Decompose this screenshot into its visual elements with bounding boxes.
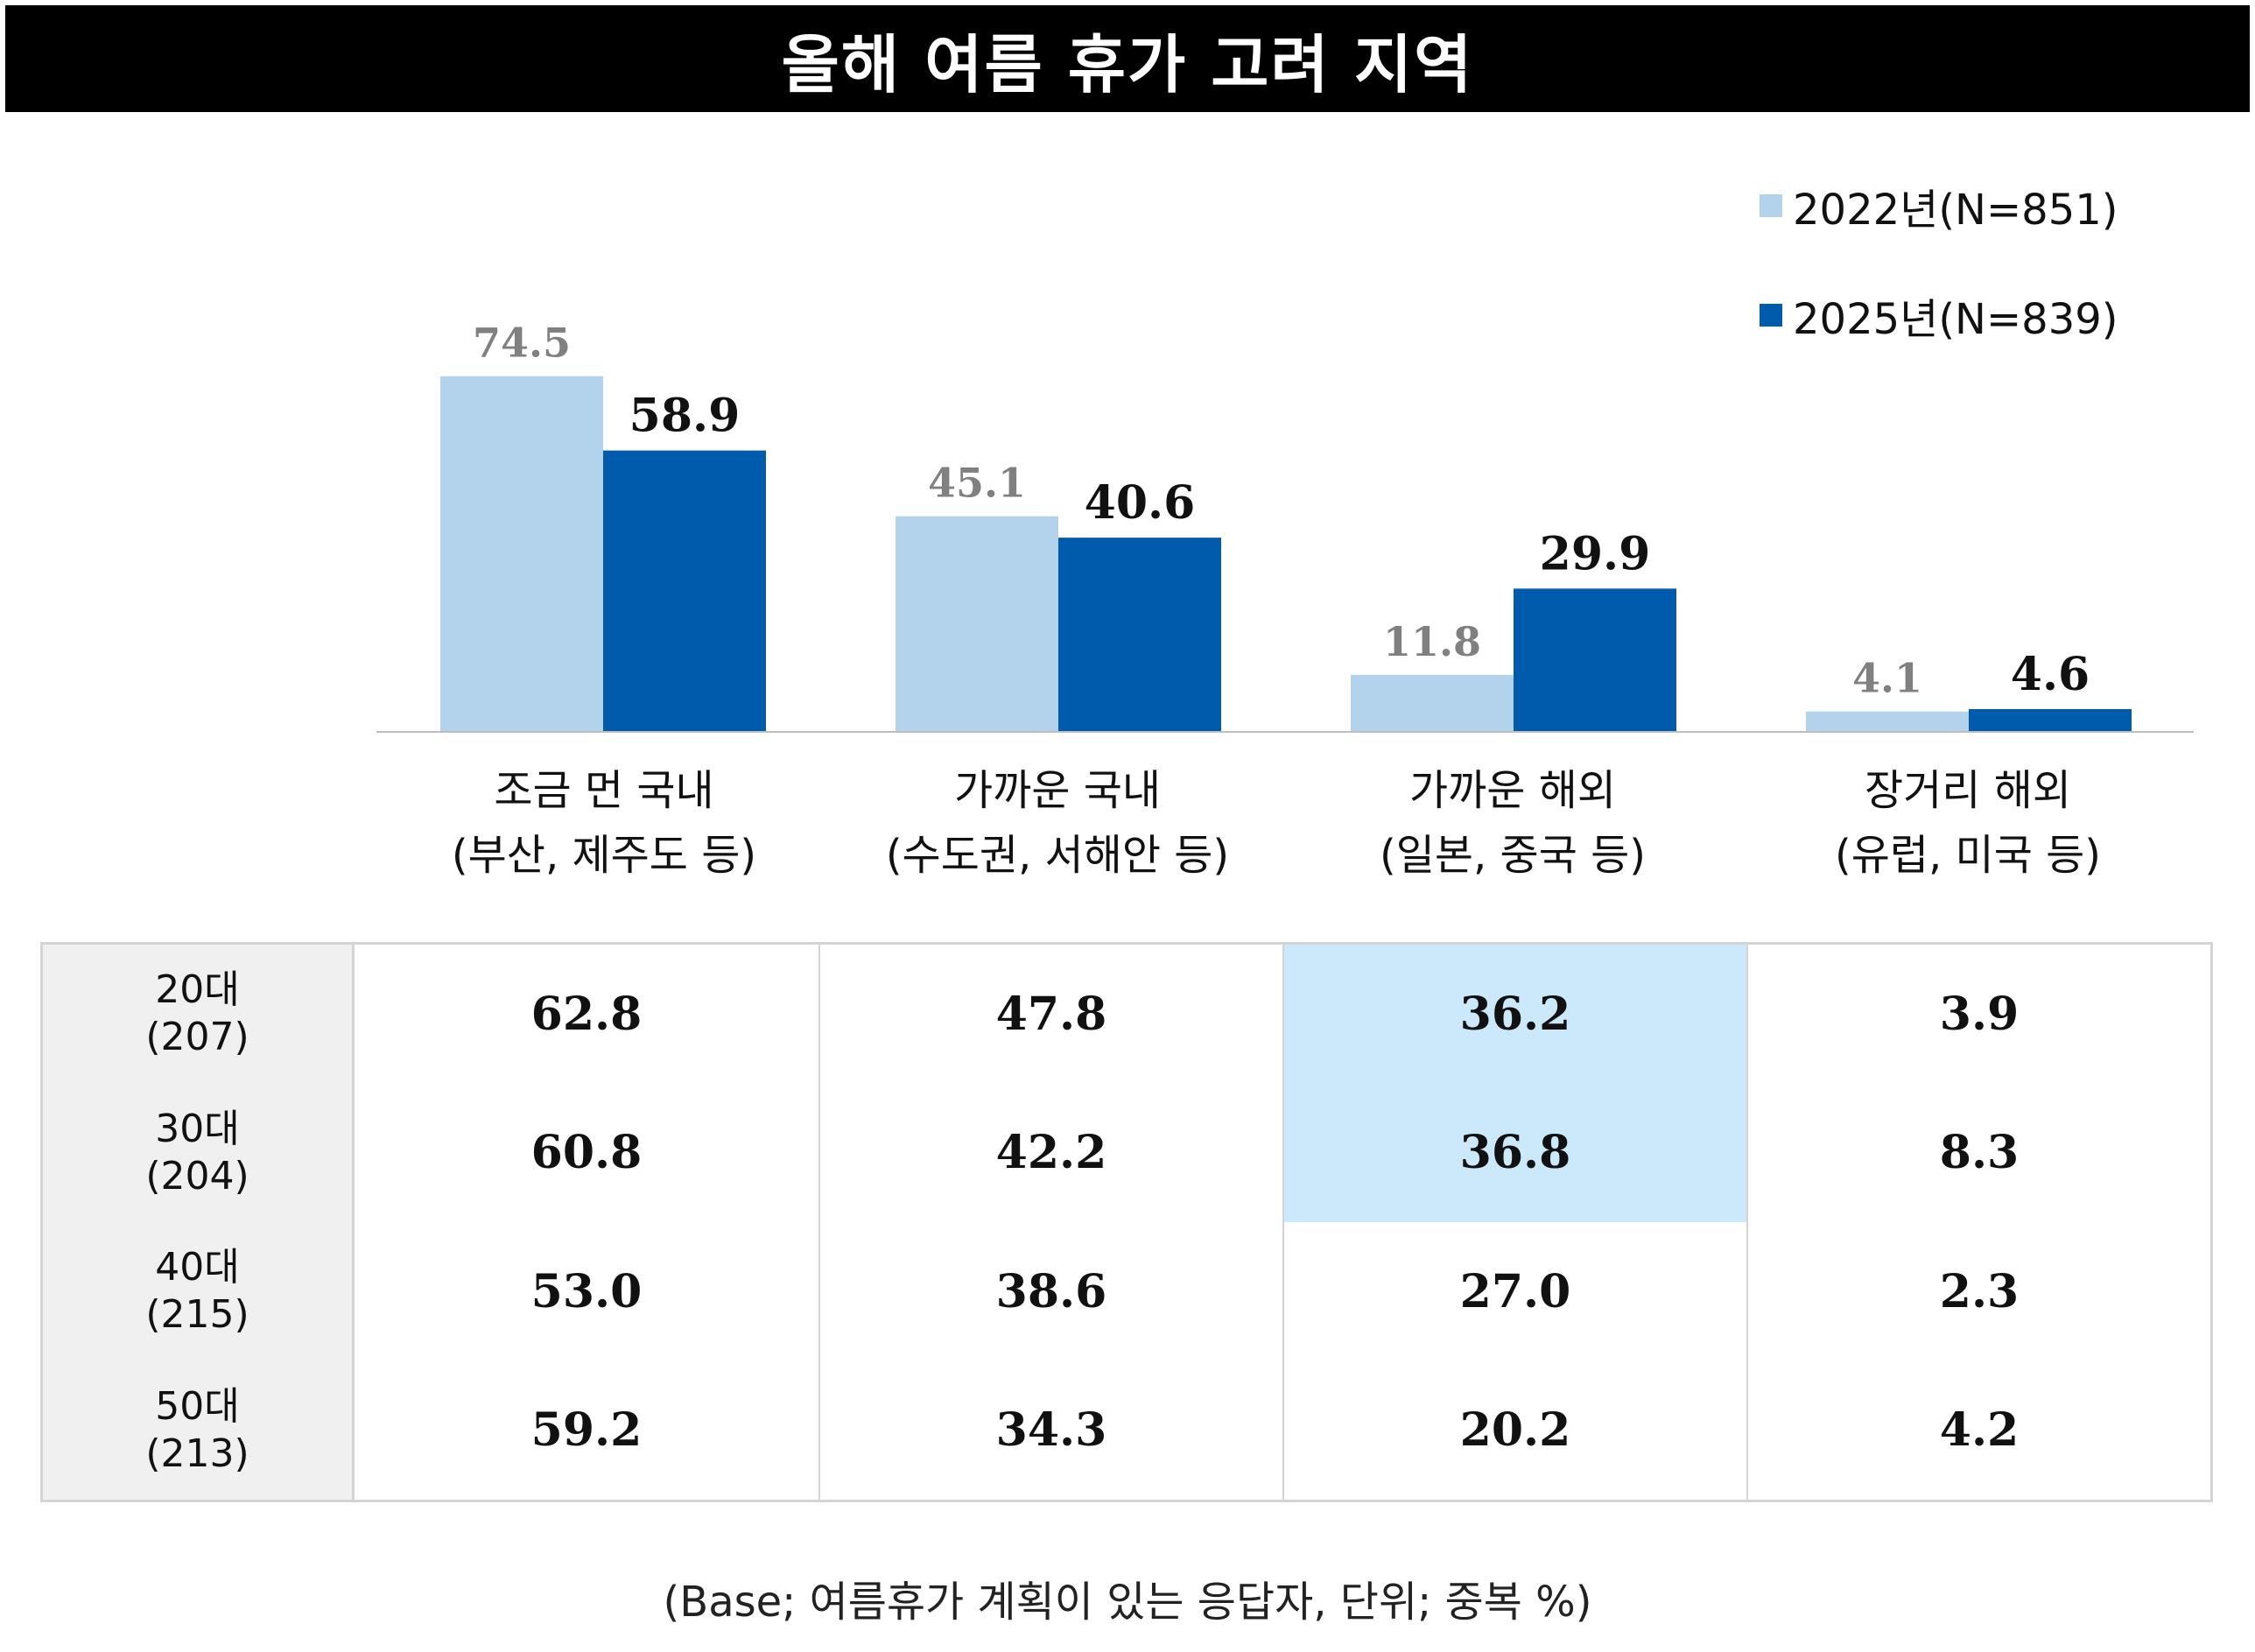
sample-size: (215) — [145, 1292, 249, 1338]
legend-item-2025: 2025년(N=839) — [1760, 289, 2118, 344]
category-name: 가까운 국내 — [953, 766, 1162, 815]
row-header-30s: 30대 (204) — [43, 1083, 355, 1222]
legend: 2022년(N=851) 2025년(N=839) — [1760, 179, 2118, 398]
table-cell: 20.2 — [1282, 1360, 1746, 1500]
age-group: 30대 — [155, 1106, 240, 1151]
category-name: 장거리 해외 — [1864, 766, 2072, 815]
legend-label-2022: 2022년(N=851) — [1793, 186, 2118, 235]
age-group-table: 20대 (207) 62.8 47.8 36.2 3.9 30대 (204) 60.… — [40, 942, 2213, 1502]
bar-2022-cat-0 — [440, 376, 603, 731]
bar-2025-cat-0 — [603, 450, 766, 731]
sample-size: (213) — [145, 1431, 249, 1476]
data-label-2022-cat-2: 11.8 — [1383, 618, 1481, 665]
data-label-2025-cat-0: 58.9 — [629, 390, 741, 443]
table-cell: 3.9 — [1746, 945, 2210, 1084]
legend-label-2025: 2025년(N=839) — [1793, 295, 2118, 344]
category-examples: (유럽, 미국 등) — [1834, 831, 2102, 880]
sample-size: (204) — [145, 1153, 249, 1199]
table-cell: 59.2 — [530, 1403, 643, 1458]
table-cell: 47.8 — [818, 945, 1282, 1084]
bar-2025-cat-2 — [1514, 588, 1676, 731]
table-cell: 34.3 — [818, 1360, 1282, 1500]
sample-size: (207) — [145, 1015, 249, 1060]
table-cell: 2.3 — [1746, 1222, 2210, 1361]
bar-2022-cat-3 — [1806, 711, 1969, 731]
category-name: 조금 먼 국내 — [494, 766, 714, 815]
table-cell: 60.8 — [530, 1126, 643, 1180]
bar-2025-cat-1 — [1058, 538, 1221, 731]
age-group: 50대 — [155, 1383, 240, 1429]
category-label-3: 장거리 해외 (유럽, 미국 등) — [1758, 758, 2178, 888]
table-cell-highlight: 36.2 — [1282, 945, 1746, 1084]
table-cell: 42.2 — [818, 1083, 1282, 1222]
table-cell: 53.0 — [530, 1264, 643, 1318]
table-cell-highlight: 36.8 — [1282, 1083, 1746, 1222]
category-label-1: 가까운 국내 (수도권, 서해안 등) — [847, 758, 1268, 888]
category-label-2: 가까운 해외 (일본, 중국 등) — [1303, 758, 1723, 888]
bar-chart: 74.5 45.1 11.8 4.1 58.9 40.6 29.9 4.6 — [376, 320, 2194, 733]
legend-swatch-2025 — [1760, 304, 1782, 327]
bar-2025-cat-3 — [1969, 708, 2132, 731]
age-group: 20대 — [155, 967, 240, 1013]
legend-item-2022: 2022년(N=851) — [1760, 179, 2118, 235]
row-header-40s: 40대 (215) — [43, 1222, 355, 1361]
data-label-2025-cat-2: 29.9 — [1540, 527, 1651, 580]
table-cell: 4.2 — [1746, 1360, 2210, 1500]
data-label-2025-cat-1: 40.6 — [1085, 476, 1196, 530]
legend-swatch-2022 — [1760, 194, 1782, 217]
table-cell: 38.6 — [818, 1222, 1282, 1361]
table-cell: 8.3 — [1746, 1083, 2210, 1222]
age-group: 40대 — [155, 1245, 240, 1290]
row-header-20s: 20대 (207) — [43, 945, 355, 1084]
category-name: 가까운 해외 — [1408, 766, 1617, 815]
category-examples: (부산, 제주도 등) — [451, 831, 757, 880]
category-label-0: 조금 먼 국내 (부산, 제주도 등) — [394, 758, 814, 888]
data-label-2022-cat-0: 74.5 — [473, 320, 571, 367]
category-examples: (일본, 중국 등) — [1379, 831, 1647, 880]
data-label-2025-cat-3: 4.6 — [2011, 648, 2090, 701]
table-cell: 27.0 — [1282, 1222, 1746, 1361]
bar-2022-cat-2 — [1351, 674, 1514, 731]
table-cell: 62.8 — [530, 987, 643, 1041]
row-header-50s: 50대 (213) — [43, 1360, 355, 1500]
data-label-2022-cat-3: 4.1 — [1852, 655, 1922, 702]
bar-2022-cat-1 — [896, 516, 1058, 731]
category-examples: (수도권, 서해안 등) — [885, 831, 1230, 880]
chart-title-bar: 올해 여름 휴가 고려 지역 — [5, 5, 2250, 112]
data-label-2022-cat-1: 45.1 — [928, 460, 1026, 507]
footnote: (Base; 여름휴가 계획이 있는 응답자, 단위; 중복 %) — [663, 1578, 1592, 1627]
chart-title: 올해 여름 휴가 고려 지역 — [781, 27, 1474, 102]
